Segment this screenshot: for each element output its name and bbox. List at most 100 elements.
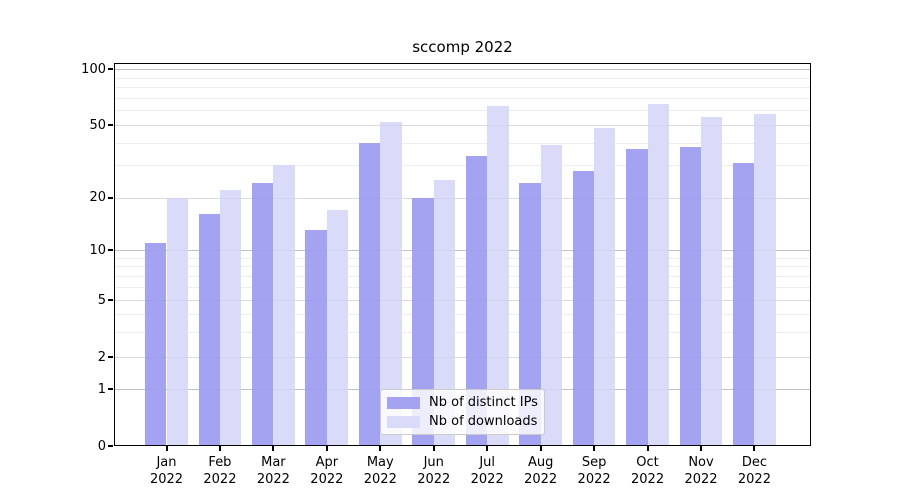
y-tick-label: 100	[81, 61, 106, 77]
x-tick-label: Jul 2022	[457, 454, 517, 488]
y-tick-label: 0	[97, 438, 106, 454]
bar-downloads	[647, 103, 669, 446]
y-tick-label: 2	[97, 349, 106, 365]
legend: Nb of distinct IPs Nb of downloads	[380, 389, 545, 435]
bar-downloads	[754, 114, 776, 446]
y-tick-mark	[108, 68, 113, 70]
year-label: 2022	[256, 472, 290, 487]
year-label: 2022	[684, 472, 718, 487]
legend-label: Nb of downloads	[429, 414, 538, 429]
minor-gridline	[114, 165, 811, 167]
x-tick-mark	[325, 446, 328, 451]
y-tick-mark	[108, 388, 113, 390]
chart-title: sccomp 2022	[412, 38, 513, 56]
x-tick-mark	[379, 446, 382, 451]
month-label: Jul	[479, 455, 496, 470]
x-tick-label: Aug 2022	[511, 454, 571, 488]
minor-gridline	[114, 142, 811, 144]
year-label: 2022	[363, 472, 397, 487]
x-tick-label: Mar 2022	[243, 454, 303, 488]
bar-downloads	[540, 144, 563, 446]
x-tick-label: Sep 2022	[564, 454, 624, 488]
bar-distinct-ips	[412, 197, 434, 446]
x-tick-label: Jun 2022	[404, 454, 464, 488]
x-tick-label: Nov 2022	[671, 454, 731, 488]
bar-downloads	[594, 128, 616, 446]
bar-distinct-ips	[572, 170, 595, 446]
bar-distinct-ips	[626, 148, 648, 446]
bar-distinct-ips	[358, 142, 381, 446]
x-tick-label: May 2022	[350, 454, 410, 488]
month-label: Dec	[741, 455, 768, 470]
major-gridline	[114, 125, 811, 126]
x-tick-mark	[165, 446, 168, 451]
month-label: Oct	[636, 455, 659, 470]
bar-downloads	[166, 197, 188, 446]
gridline-overlay	[114, 250, 811, 251]
x-tick-mark	[700, 446, 702, 451]
year-label: 2022	[149, 472, 184, 487]
x-tick-label: Dec 2022	[724, 454, 784, 488]
y-tick-mark	[108, 356, 113, 358]
x-tick-mark	[646, 446, 649, 451]
bar-downloads	[487, 106, 509, 446]
gridline-overlay	[114, 300, 811, 301]
y-tick-mark	[108, 299, 113, 301]
year-label: 2022	[737, 472, 771, 487]
y-tick-label: 10	[89, 242, 106, 258]
month-label: Apr	[315, 455, 339, 470]
month-label: May	[366, 455, 394, 470]
bar-downloads	[380, 121, 402, 446]
legend-swatch	[387, 396, 420, 409]
major-gridline	[114, 300, 811, 301]
x-tick-mark	[486, 446, 489, 451]
x-tick-mark	[218, 446, 221, 451]
y-tick-label: 50	[89, 117, 106, 133]
month-label: Nov	[688, 455, 714, 470]
y-tick-mark	[108, 249, 113, 251]
x-tick-mark	[539, 446, 542, 451]
year-label: 2022	[577, 472, 611, 487]
gridline-overlay	[114, 125, 811, 126]
minor-gridline	[114, 286, 811, 288]
bar-distinct-ips	[305, 230, 327, 446]
major-gridline	[114, 69, 811, 70]
minor-gridline	[114, 97, 811, 99]
bar-distinct-ips	[145, 242, 167, 446]
minor-gridline	[114, 77, 811, 79]
bar-distinct-ips	[733, 162, 755, 446]
gridline-overlay	[114, 357, 811, 358]
month-label: Jan	[156, 455, 177, 470]
bar-downloads	[433, 179, 456, 446]
bar-distinct-ips	[519, 183, 541, 446]
year-label: 2022	[203, 472, 237, 487]
month-label: Feb	[208, 455, 232, 470]
y-tick-mark	[108, 124, 113, 126]
x-tick-label: Oct 2022	[618, 454, 678, 488]
y-tick-label: 5	[97, 292, 106, 308]
minor-gridline	[114, 313, 811, 315]
month-label: Sep	[581, 455, 607, 470]
major-gridline	[114, 357, 811, 358]
x-tick-label: Feb 2022	[190, 454, 250, 488]
month-label: Jun	[423, 455, 444, 470]
major-gridline	[114, 197, 811, 199]
x-tick-label: Apr 2022	[297, 454, 357, 488]
year-label: 2022	[631, 472, 665, 487]
minor-gridline	[114, 331, 811, 333]
year-label: 2022	[310, 472, 344, 487]
y-tick-mark	[108, 445, 113, 447]
x-tick-mark	[593, 446, 596, 451]
legend-swatch	[387, 415, 420, 428]
x-tick-mark	[753, 446, 756, 451]
bar-distinct-ips	[252, 183, 274, 446]
y-tick-mark	[108, 196, 113, 199]
minor-gridline	[114, 275, 811, 277]
major-gridline	[114, 250, 811, 251]
x-tick-mark	[432, 446, 435, 451]
year-label: 2022	[524, 472, 558, 487]
x-tick-label: Jan 2022	[137, 454, 197, 488]
bar-distinct-ips	[198, 214, 220, 446]
bar-downloads	[701, 117, 723, 446]
minor-gridline	[114, 110, 811, 112]
